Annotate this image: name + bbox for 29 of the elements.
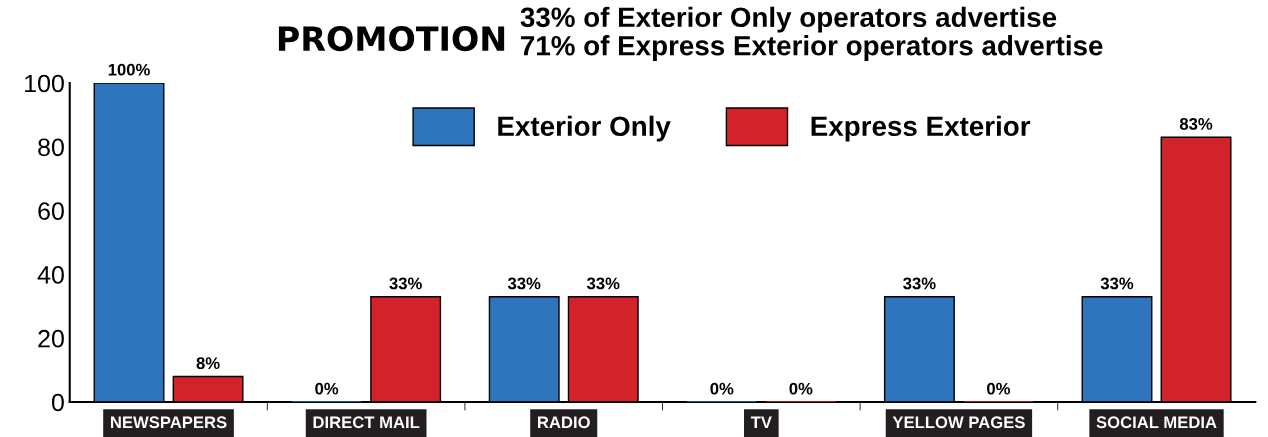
x-tick-label: DIRECT MAIL (313, 416, 420, 429)
y-tick-label: 20 (38, 329, 64, 348)
y-tick-label: 60 (38, 202, 64, 220)
data-label: 33% (389, 277, 422, 290)
data-label: 33% (1100, 277, 1134, 290)
y-tick-label: 80 (38, 138, 64, 157)
text: 71% of Express Exterior operators advertise (521, 35, 1103, 62)
text: 33% of Exterior Only operators advertise (520, 6, 1057, 33)
legend-label: Exterior Only (498, 115, 671, 142)
legend-label: Express Exterior (811, 115, 1031, 142)
data-label: 0% (789, 382, 813, 395)
data-label: 0% (987, 382, 1011, 395)
data-label: 33% (586, 277, 620, 290)
data-label: 0% (710, 382, 734, 395)
chart-title: PROMOTION (278, 25, 505, 52)
x-tick-label: YELLOW PAGES (892, 416, 1025, 429)
x-tick-label: NEWSPAPERS (111, 416, 227, 429)
x-tick-label: RADIO (537, 416, 590, 429)
x-tick-label: TV (750, 416, 772, 429)
y-tick-label: 0 (51, 393, 64, 412)
data-label: 8% (196, 357, 220, 370)
data-label: 33% (507, 277, 541, 290)
data-label: 100% (108, 63, 150, 76)
data-label: 0% (315, 382, 339, 395)
y-tick-label: 100 (25, 74, 64, 93)
data-label: 33% (903, 277, 936, 290)
data-label: 83% (1179, 118, 1213, 130)
y-tick-label: 40 (37, 266, 64, 284)
x-tick-label: SOCIAL MEDIA (1096, 416, 1217, 429)
